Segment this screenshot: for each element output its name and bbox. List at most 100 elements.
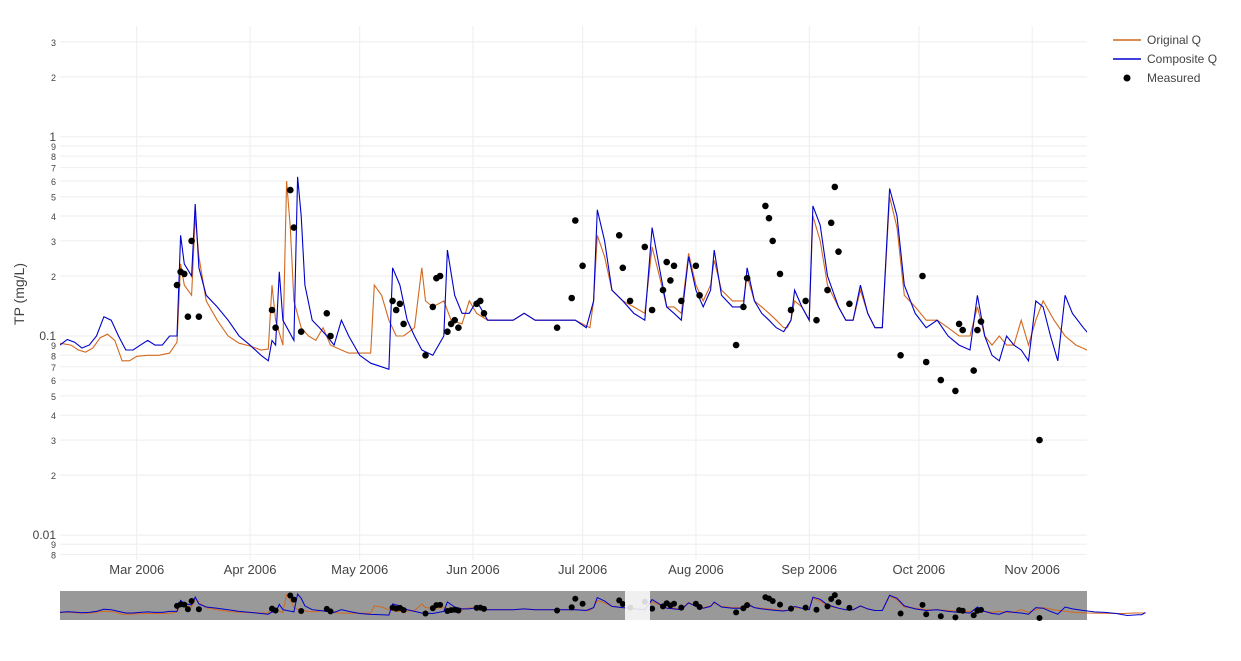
- measured-point[interactable]: [615, 232, 623, 239]
- measured-point[interactable]: [184, 313, 192, 321]
- measured-point[interactable]: [389, 297, 396, 305]
- range-slider-point: [455, 607, 462, 614]
- measured-point[interactable]: [553, 324, 561, 332]
- x-tick-label: Jun 2006: [446, 562, 500, 577]
- range-slider-point: [287, 592, 294, 599]
- measured-point[interactable]: [272, 324, 279, 332]
- measured-point[interactable]: [396, 300, 404, 308]
- measured-point[interactable]: [287, 186, 294, 194]
- range-slider-point: [828, 596, 835, 602]
- measured-point[interactable]: [970, 367, 977, 374]
- y-tick-label: 1: [49, 130, 56, 144]
- measured-point[interactable]: [436, 272, 444, 280]
- range-slider-point: [813, 606, 820, 613]
- measured-point[interactable]: [290, 224, 298, 231]
- measured-point[interactable]: [641, 243, 649, 251]
- measured-point[interactable]: [955, 320, 963, 328]
- measured-point[interactable]: [740, 303, 747, 311]
- measured-point[interactable]: [568, 294, 575, 302]
- measured-point[interactable]: [678, 297, 685, 305]
- legend-item-original-q[interactable]: Original Q: [1113, 33, 1201, 47]
- measured-point[interactable]: [1036, 436, 1043, 444]
- measured-point[interactable]: [188, 237, 195, 245]
- range-slider-point: [572, 595, 579, 602]
- measured-point[interactable]: [392, 306, 400, 314]
- range-slider-point: [824, 603, 831, 610]
- range-slider-point: [184, 606, 191, 613]
- measured-point[interactable]: [181, 270, 188, 278]
- measured-point[interactable]: [195, 313, 203, 321]
- measured-point[interactable]: [977, 318, 985, 325]
- range-slider-handle[interactable]: [625, 591, 650, 620]
- measured-point[interactable]: [659, 286, 667, 294]
- measured-point[interactable]: [477, 297, 484, 305]
- legend-item-measured[interactable]: Measured: [1123, 71, 1201, 85]
- plot-area[interactable]: [60, 176, 1146, 444]
- measured-point[interactable]: [952, 387, 959, 395]
- measured-point[interactable]: [400, 320, 407, 328]
- measured-point[interactable]: [480, 310, 488, 317]
- legend-label: Composite Q: [1147, 52, 1217, 66]
- range-slider-point: [188, 598, 195, 604]
- range-slider-point: [181, 601, 188, 608]
- measured-point[interactable]: [824, 286, 831, 294]
- measured-point[interactable]: [827, 219, 835, 227]
- range-slider-point: [327, 608, 334, 615]
- measured-point[interactable]: [572, 217, 579, 224]
- measured-point[interactable]: [787, 306, 795, 314]
- measured-point[interactable]: [769, 237, 776, 245]
- measured-point[interactable]: [743, 274, 751, 282]
- measured-point[interactable]: [670, 262, 678, 270]
- measured-point[interactable]: [696, 292, 703, 299]
- measured-point[interactable]: [959, 326, 966, 334]
- measured-point[interactable]: [732, 341, 740, 349]
- measured-point[interactable]: [974, 326, 981, 334]
- legend-item-composite-q[interactable]: Composite Q: [1113, 52, 1217, 66]
- measured-point[interactable]: [802, 297, 809, 305]
- measured-point[interactable]: [937, 376, 945, 384]
- y-tick-label: 6: [51, 376, 56, 386]
- measured-point[interactable]: [422, 352, 429, 359]
- composite-q-line[interactable]: [60, 176, 1146, 373]
- measured-point[interactable]: [451, 316, 459, 324]
- measured-point[interactable]: [444, 328, 451, 336]
- measured-point[interactable]: [648, 306, 656, 314]
- measured-point[interactable]: [619, 264, 627, 272]
- original-q-line[interactable]: [60, 180, 1146, 362]
- y-tick-label: 6: [51, 177, 56, 187]
- measured-point[interactable]: [173, 281, 181, 289]
- measured-point[interactable]: [297, 328, 305, 336]
- measured-point[interactable]: [831, 183, 839, 191]
- measured-point[interactable]: [813, 316, 820, 324]
- measured-point[interactable]: [692, 262, 700, 270]
- measured-point[interactable]: [323, 310, 331, 317]
- range-slider-point: [937, 613, 944, 620]
- measured-point[interactable]: [327, 332, 334, 340]
- measured-point[interactable]: [765, 214, 773, 222]
- range-slider-point: [696, 604, 703, 610]
- measured-point[interactable]: [626, 297, 634, 305]
- measured-point[interactable]: [663, 258, 670, 266]
- legend-label: Measured: [1147, 71, 1200, 85]
- measured-point[interactable]: [776, 270, 784, 278]
- measured-point[interactable]: [455, 324, 462, 332]
- measured-point[interactable]: [846, 300, 853, 308]
- measured-point[interactable]: [268, 306, 276, 314]
- measured-point[interactable]: [897, 352, 904, 359]
- y-tick-label: 0.01: [33, 528, 57, 542]
- measured-point[interactable]: [762, 202, 769, 210]
- x-tick-label: Nov 2006: [1004, 562, 1060, 577]
- measured-point[interactable]: [667, 277, 674, 284]
- y-tick-label: 5: [51, 392, 56, 402]
- measured-point[interactable]: [922, 358, 930, 366]
- legend[interactable]: Original Q Composite Q Measured: [1113, 33, 1217, 85]
- range-slider-point: [400, 607, 407, 614]
- measured-point[interactable]: [919, 272, 926, 280]
- measured-point[interactable]: [579, 262, 586, 270]
- measured-point[interactable]: [429, 303, 437, 311]
- y-tick-label: 9: [51, 540, 56, 550]
- y-tick-label: 9: [51, 142, 56, 152]
- measured-point[interactable]: [835, 248, 842, 255]
- range-slider[interactable]: [59, 591, 1146, 621]
